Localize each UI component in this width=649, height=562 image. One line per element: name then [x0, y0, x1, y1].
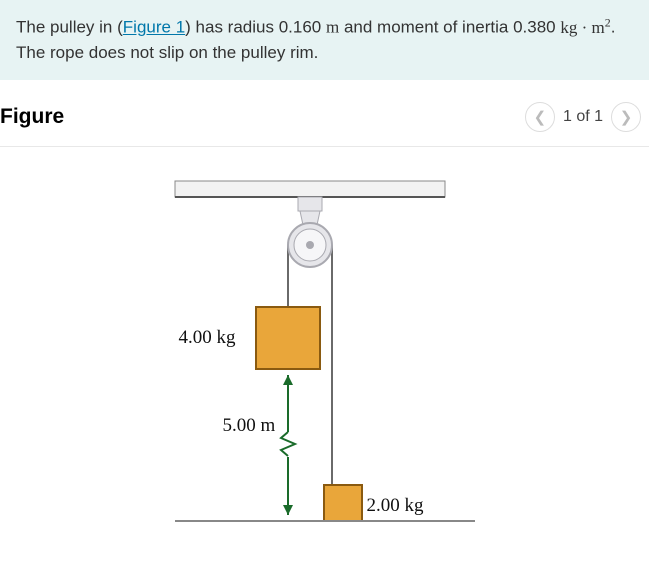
diagram-svg	[135, 177, 515, 557]
mass-left-label: 4.00 kg	[179, 327, 236, 349]
pager-label: 1 of 1	[563, 108, 603, 126]
pulley-diagram: 4.00 kg 5.00 m 2.00 kg	[135, 177, 515, 557]
inertia-unit: kg · m2	[560, 18, 610, 37]
figure-title: Figure	[0, 105, 64, 129]
problem-text-afterlink: ) has radius	[185, 18, 279, 37]
figure-header: Figure ❮ 1 of 1 ❯	[0, 80, 649, 147]
problem-statement: The pulley in (Figure 1) has radius 0.16…	[0, 0, 649, 80]
figure-area: 4.00 kg 5.00 m 2.00 kg	[0, 147, 649, 557]
figure-link[interactable]: Figure 1	[123, 18, 185, 37]
radius-unit: m	[326, 18, 339, 37]
pager-next-button[interactable]: ❯	[611, 102, 641, 132]
problem-text-between1: and moment of inertia	[339, 18, 513, 37]
inertia-value: 0.380	[513, 18, 556, 37]
figure-pager: ❮ 1 of 1 ❯	[525, 102, 641, 132]
distance-label: 5.00 m	[223, 415, 276, 437]
mass-right-label: 2.00 kg	[367, 495, 424, 517]
problem-text-prefix: The pulley in (	[16, 18, 123, 37]
radius-value: 0.160	[279, 18, 322, 37]
pager-prev-button[interactable]: ❮	[525, 102, 555, 132]
